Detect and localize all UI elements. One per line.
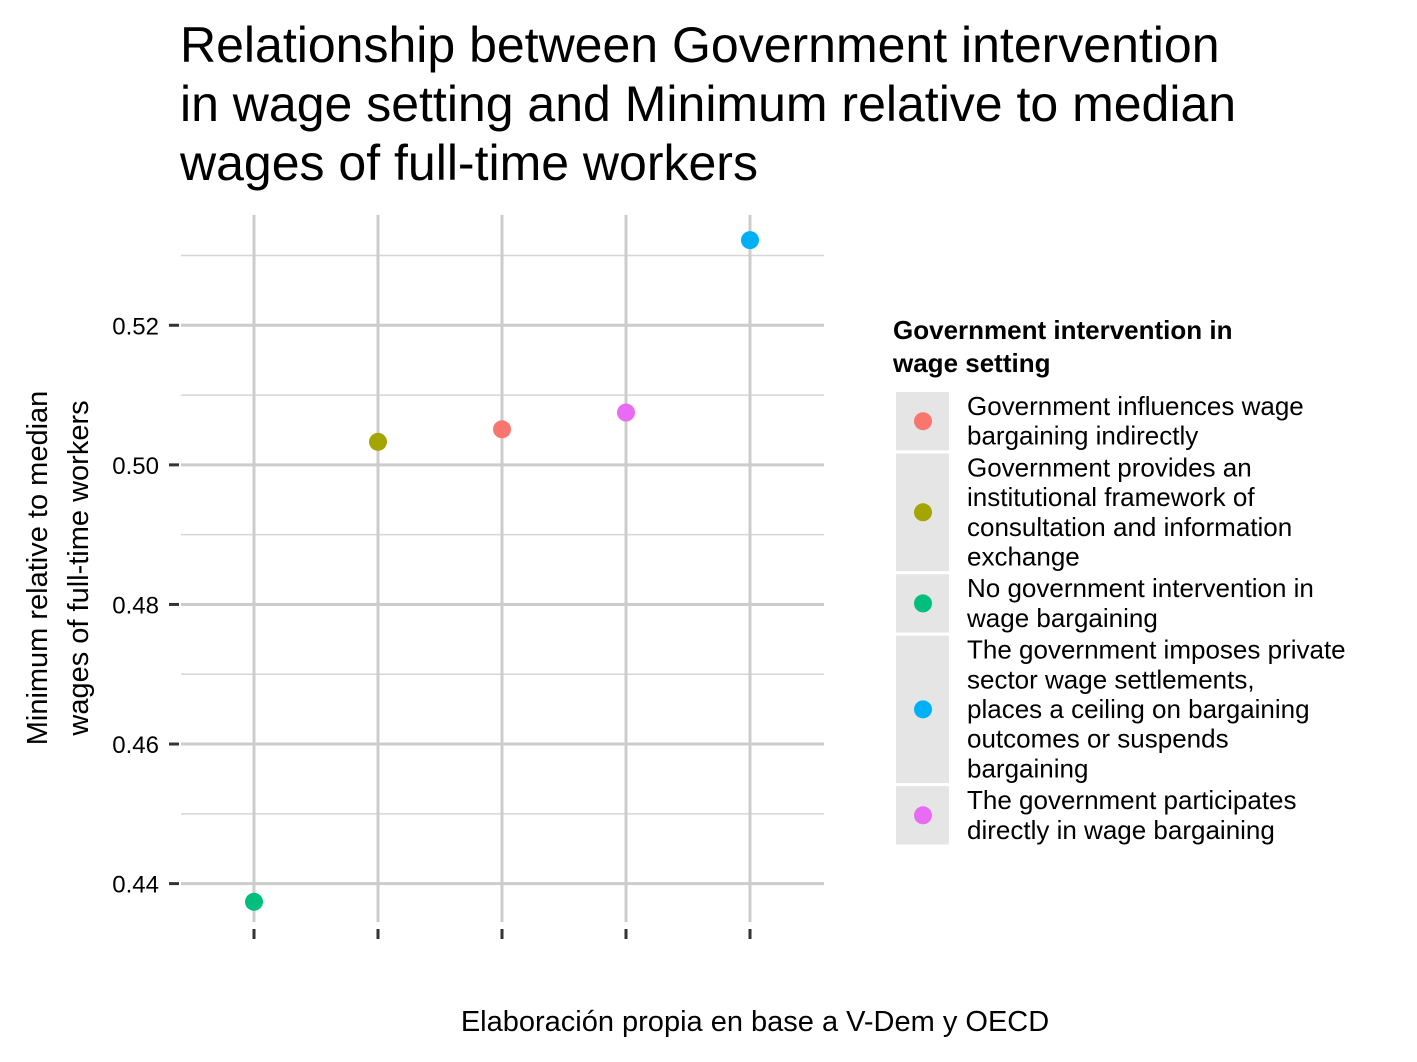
legend-label: outcomes or suspends: [967, 724, 1229, 754]
legend-marker: [914, 503, 932, 522]
chart-title-line: in wage setting and Minimum relative to …: [180, 76, 1236, 132]
legend-label: bargaining: [967, 753, 1088, 783]
legend-title-line: wage setting: [892, 348, 1050, 378]
legend-marker: [914, 806, 932, 825]
data-points: [245, 231, 759, 911]
legend-label: institutional framework of: [967, 482, 1255, 512]
legend-marker: [914, 700, 932, 719]
data-point: [741, 231, 759, 250]
legend-label: bargaining indirectly: [967, 421, 1198, 451]
legend-label: The government imposes private: [967, 635, 1346, 665]
legend-title-line: Government intervention in: [893, 315, 1233, 345]
legend-label: sector wage settlements,: [967, 664, 1255, 694]
y-tick-label: 0.46: [112, 732, 159, 759]
data-point: [493, 420, 511, 439]
y-axis-title-line: Minimum relative to median: [22, 391, 54, 746]
legend-label: The government participates: [967, 785, 1297, 815]
data-point: [617, 403, 635, 422]
y-axis-title-line: wages of full-time workers: [63, 400, 95, 736]
chart-title: Relationship between Government interven…: [179, 17, 1236, 191]
legend-label: places a ceiling on bargaining: [967, 694, 1310, 724]
y-axis: 0.44 0.46 0.48 0.50 0.52: [112, 313, 179, 899]
legend-label: wage bargaining: [966, 603, 1158, 633]
y-axis-title: Minimum relative to median wages of full-…: [22, 391, 95, 746]
y-tick-label: 0.50: [112, 453, 159, 480]
data-point: [245, 892, 263, 911]
x-axis: [252, 929, 752, 939]
legend-marker: [914, 412, 932, 431]
chart-title-line: wages of full-time workers: [179, 135, 758, 191]
data-point: [369, 432, 387, 451]
legend-label: exchange: [967, 542, 1080, 572]
legend-marker: [914, 594, 932, 613]
y-tick-label: 0.52: [112, 313, 159, 340]
x-axis-title: Elaboración propia en base a V-Dem y OEC…: [461, 1006, 1049, 1038]
legend-label: Government influences wage: [967, 391, 1304, 421]
chart-title-line: Relationship between Government interven…: [180, 17, 1220, 73]
y-tick-label: 0.44: [112, 872, 159, 899]
legend-label: consultation and information: [967, 512, 1292, 542]
legend-label: No government intervention in: [967, 573, 1314, 603]
legend-label: directly in wage bargaining: [967, 815, 1275, 845]
y-tick-label: 0.48: [112, 592, 159, 619]
grid: [181, 215, 824, 922]
legend-label: Government provides an: [967, 452, 1252, 482]
